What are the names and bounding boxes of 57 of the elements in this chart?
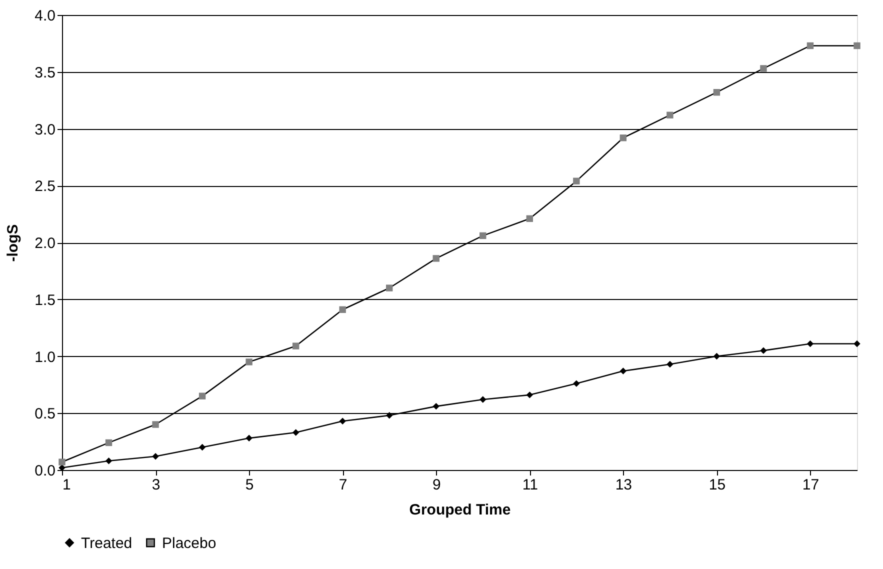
point (432, 402, 440, 410)
y-tick-label: 1.0 (34, 348, 56, 366)
y-tick-label: 3.5 (34, 64, 56, 82)
x-tick-label: 13 (615, 476, 632, 494)
point (292, 342, 300, 350)
point (666, 112, 674, 118)
point (105, 458, 112, 464)
point (339, 418, 346, 424)
point (760, 65, 767, 72)
point (854, 340, 860, 348)
point (620, 368, 627, 374)
point (292, 429, 300, 436)
x-tick-label: 1 (62, 476, 71, 494)
point (620, 134, 627, 142)
point (432, 255, 440, 262)
point (339, 306, 346, 313)
point (526, 215, 533, 222)
x-tick-label: 7 (338, 476, 348, 494)
point (854, 42, 860, 50)
point (152, 421, 159, 428)
point (573, 380, 580, 387)
point (806, 340, 814, 348)
x-tick-label: 3 (152, 476, 160, 494)
point (386, 412, 393, 419)
x-axis-title: Grouped Time (409, 502, 511, 518)
point (246, 358, 252, 366)
y-tick-label: 0.5 (34, 406, 56, 423)
point (105, 439, 112, 446)
point (58, 458, 66, 466)
point (666, 360, 674, 368)
point (713, 88, 720, 96)
x-tick-label: 11 (522, 476, 538, 494)
y-tick-label: 2.5 (34, 178, 56, 196)
point (480, 396, 486, 403)
point (573, 178, 580, 184)
point (760, 347, 767, 354)
y-tick-label: 1.5 (34, 292, 56, 309)
x-tick-label: 17 (802, 476, 820, 494)
y-tick-label: 4.0 (34, 8, 56, 24)
y-axis-title: -logS (4, 224, 22, 262)
x-tick-label: 9 (432, 476, 441, 494)
point (152, 452, 159, 460)
y-tick-label: 2.0 (34, 235, 56, 252)
y-tick-label: 3.0 (34, 121, 56, 138)
point (526, 392, 533, 398)
point (246, 434, 252, 442)
point (386, 284, 393, 292)
point (198, 444, 206, 451)
point (713, 352, 720, 360)
y-tick-label: 0.0 (34, 462, 56, 480)
legend-label: Placebo (162, 534, 216, 552)
x-tick-label: 15 (708, 476, 726, 494)
point (806, 42, 814, 50)
x-tick-label: 5 (245, 476, 254, 494)
legend-label: Treated (81, 534, 132, 552)
point (198, 392, 206, 400)
point (480, 232, 486, 240)
